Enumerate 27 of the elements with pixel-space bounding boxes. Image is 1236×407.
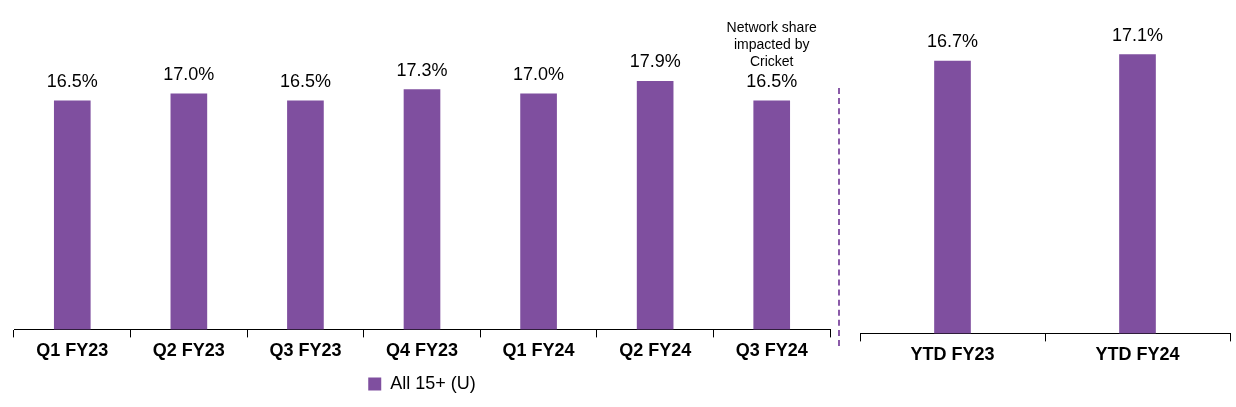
x-tick-label: Q2 FY24 [619,340,692,361]
data-label: 16.7% [926,31,979,52]
x-tick-label: Q3 FY24 [735,340,808,361]
bar [403,89,441,330]
bar [520,93,557,330]
bar [753,100,791,330]
x-tick-label: YTD FY23 [910,344,995,365]
data-label: 16.5% [46,70,98,91]
bar [287,100,324,330]
data-label: 16.5% [279,70,331,91]
bar [636,81,674,330]
data-label: 16.5% [746,70,798,91]
bar [53,100,91,330]
x-tick-label: Q1 FY24 [502,340,575,361]
data-label: 17.9% [629,51,681,72]
annotation: Network share impacted by Cricket [726,18,818,69]
x-tick-label: Q3 FY23 [269,340,342,361]
x-tick-label: YTD FY24 [1095,344,1180,365]
x-tick-label: Q4 FY23 [385,340,459,361]
data-label: 17.1% [1111,24,1164,45]
legend-label: All 15+ (U) [390,372,476,393]
x-tick-label: Q2 FY23 [152,340,225,361]
data-label: 17.0% [163,63,215,84]
bar [170,93,208,330]
data-label: 17.0% [513,63,565,84]
data-label: 17.3% [396,59,448,80]
x-tick-label: Q1 FY23 [36,340,109,361]
